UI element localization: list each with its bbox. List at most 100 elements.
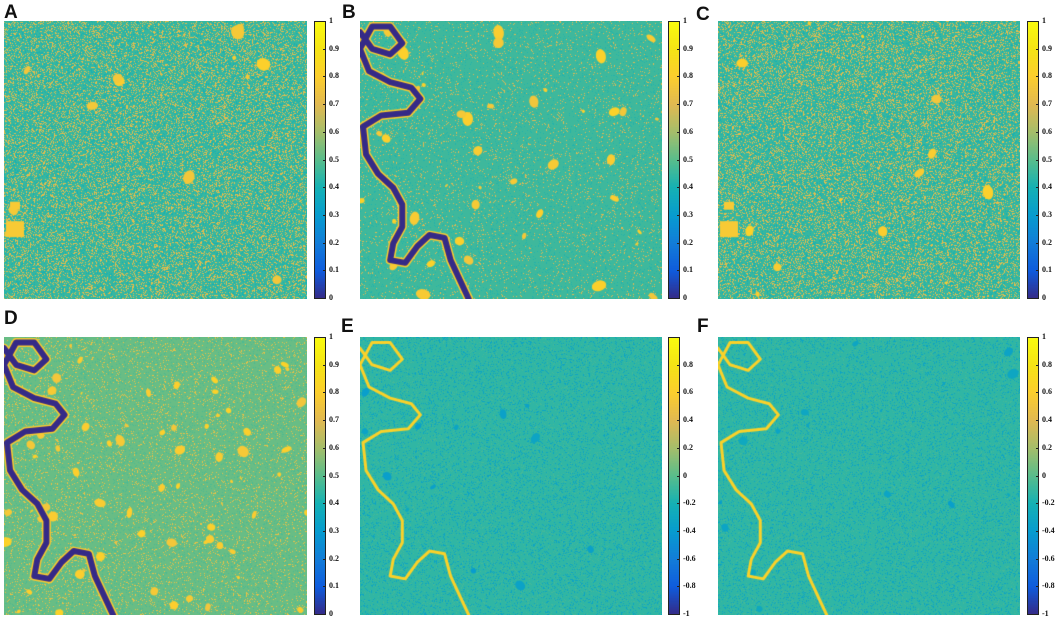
panel-d-tick-mark xyxy=(323,586,326,587)
panel-f-label: F xyxy=(697,316,709,337)
panel-c-tick-mark xyxy=(1036,270,1039,271)
panel-a-tick-mark xyxy=(323,21,326,22)
panel-e-tick-label: 0.4 xyxy=(683,415,693,425)
panel-a-colorbar xyxy=(314,21,326,299)
panel-d-tick-label: 1 xyxy=(329,332,333,341)
panel-b-tick-mark xyxy=(677,132,680,133)
panel-d-tick-mark xyxy=(323,365,326,366)
panel-b-tick-mark xyxy=(677,104,680,105)
panel-b-tick-label: 0.3 xyxy=(683,209,693,219)
panel-a-tick-label: 0.9 xyxy=(329,43,339,53)
panel-b-tick-mark xyxy=(677,49,680,50)
panel-a-tick-label: 0 xyxy=(329,293,333,302)
panel-f-tick-mark xyxy=(1036,476,1039,477)
panel-a-tick-label: 0.1 xyxy=(329,265,339,275)
panel-d-colorbar xyxy=(314,337,326,615)
panel-a-tick-label: 0.2 xyxy=(329,237,339,247)
panel-b-tick-mark xyxy=(677,215,680,216)
panel-b-tick-mark xyxy=(677,243,680,244)
panel-e-tick-mark xyxy=(677,559,680,560)
panel-d-tick-label: 0.5 xyxy=(329,470,339,480)
panel-e-label: E xyxy=(341,316,354,337)
panel-a-tick-mark xyxy=(323,49,326,50)
panel-e-tick-label: 0.2 xyxy=(683,442,693,452)
panel-a-tick-mark xyxy=(323,270,326,271)
panel-e-tick-mark xyxy=(677,420,680,421)
panel-c-tick-label: 0.7 xyxy=(1042,99,1052,109)
panel-b-tick-label: 0.6 xyxy=(683,126,693,136)
panel-d-map xyxy=(4,337,307,615)
panel-b-tick-mark xyxy=(677,21,680,22)
panel-a-tick-mark xyxy=(323,132,326,133)
panel-a-tick-label: 0.5 xyxy=(329,154,339,164)
panel-f-tick-mark xyxy=(1036,503,1039,504)
panel-a-tick-label: 0.3 xyxy=(329,209,339,219)
panel-f-tick-label: -0.4 xyxy=(1042,525,1055,535)
panel-c-tick-label: 0.9 xyxy=(1042,43,1052,53)
panel-d-tick-mark xyxy=(323,531,326,532)
panel-e-tick-mark xyxy=(677,531,680,532)
panel-c-tick-mark xyxy=(1036,104,1039,105)
panel-a-tick-mark xyxy=(323,104,326,105)
panel-f-colorbar xyxy=(1027,337,1039,615)
panel-b-tick-label: 0.7 xyxy=(683,99,693,109)
panel-f-tick-label: -0.2 xyxy=(1042,498,1055,508)
panel-a-tick-mark xyxy=(323,243,326,244)
panel-e-tick-label: -0.8 xyxy=(683,581,696,591)
panel-c-tick-mark xyxy=(1036,160,1039,161)
panel-c-tick-label: 0.8 xyxy=(1042,71,1052,81)
panel-b-tick-label: 0.4 xyxy=(683,182,693,192)
panel-f-tick-mark xyxy=(1036,337,1039,338)
panel-f-tick-label: -0.8 xyxy=(1042,581,1055,591)
panel-d-tick-label: 0.3 xyxy=(329,525,339,535)
panel-c-tick-label: 1 xyxy=(1042,16,1046,25)
panel-b-tick-mark xyxy=(677,76,680,77)
panel-f-tick-label: 0 xyxy=(1042,470,1046,480)
panel-a-tick-label: 0.6 xyxy=(329,126,339,136)
panel-e-tick-mark xyxy=(677,586,680,587)
panel-b-tick-mark xyxy=(677,298,680,299)
panel-f-tick-label: 0.6 xyxy=(1042,387,1052,397)
panel-d-tick-label: 0.9 xyxy=(329,359,339,369)
panel-e-tick-mark xyxy=(677,476,680,477)
panel-a-map xyxy=(4,21,307,299)
panel-c-tick-mark xyxy=(1036,298,1039,299)
panel-c-tick-label: 0.6 xyxy=(1042,126,1052,136)
panel-e-tick-label: -0.4 xyxy=(683,525,696,535)
panel-a-tick-mark xyxy=(323,187,326,188)
panel-e-tick-mark xyxy=(677,365,680,366)
panel-f-tick-mark xyxy=(1036,392,1039,393)
panel-c-map xyxy=(718,21,1020,299)
panel-b-tick-label: 1 xyxy=(683,16,687,25)
panel-f-tick-label: 0.2 xyxy=(1042,442,1052,452)
panel-b-tick-label: 0.1 xyxy=(683,265,693,275)
panel-c-tick-mark xyxy=(1036,76,1039,77)
panel-e-tick-label: 0.6 xyxy=(683,387,693,397)
panel-c-tick-mark xyxy=(1036,132,1039,133)
panel-c-tick-mark xyxy=(1036,243,1039,244)
panel-e-tick-mark xyxy=(677,448,680,449)
panel-f-tick-label: -0.6 xyxy=(1042,553,1055,563)
panel-e-colorbar xyxy=(668,337,680,615)
panel-f-tick-label: 0.8 xyxy=(1042,359,1052,369)
panel-f-tick-mark xyxy=(1036,614,1039,615)
panel-d-tick-mark xyxy=(323,476,326,477)
panel-d-tick-label: 0.6 xyxy=(329,442,339,452)
panel-b-tick-label: 0.2 xyxy=(683,237,693,247)
panel-a-tick-label: 0.7 xyxy=(329,99,339,109)
panel-a-tick-mark xyxy=(323,160,326,161)
panel-f-tick-mark xyxy=(1036,448,1039,449)
panel-a-tick-mark xyxy=(323,298,326,299)
panel-e-tick-label: -1 xyxy=(683,609,690,618)
panel-e-tick-label: -0.2 xyxy=(683,498,696,508)
panel-d-label: D xyxy=(4,308,18,329)
panel-b-tick-mark xyxy=(677,187,680,188)
panel-f-map xyxy=(718,337,1020,615)
panel-d-tick-mark xyxy=(323,420,326,421)
panel-c-tick-mark xyxy=(1036,49,1039,50)
panel-a-tick-label: 0.4 xyxy=(329,182,339,192)
panel-c-tick-mark xyxy=(1036,21,1039,22)
panel-c-tick-label: 0.1 xyxy=(1042,265,1052,275)
panel-c-label: C xyxy=(696,4,710,25)
panel-e-tick-mark xyxy=(677,614,680,615)
